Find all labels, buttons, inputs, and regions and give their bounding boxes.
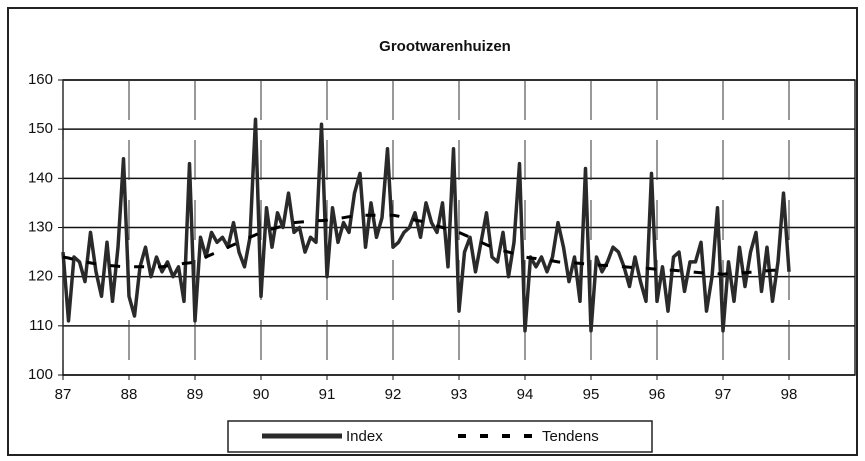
x-tick-label: 95 [583, 386, 600, 403]
y-tick-label: 110 [29, 317, 53, 334]
series-line [61, 117, 791, 333]
x-tick-label: 91 [319, 386, 336, 403]
x-tick-label: 88 [121, 386, 138, 403]
x-tick-label: 89 [187, 386, 204, 403]
x-tick-label: 90 [253, 386, 270, 403]
y-tick-label: 120 [28, 268, 53, 285]
x-tick-label: 92 [385, 386, 402, 403]
x-tick-label: 98 [781, 386, 798, 403]
x-tick-label: 97 [715, 386, 732, 403]
y-tick-label: 130 [28, 218, 53, 235]
x-tick-label: 94 [517, 386, 534, 403]
y-tick-label: 100 [28, 366, 53, 383]
legend-label: Index [346, 428, 383, 445]
x-tick-label: 87 [55, 386, 72, 403]
series-line [62, 213, 790, 276]
x-tick-label: 93 [451, 386, 468, 403]
y-tick-label: 160 [28, 71, 53, 88]
y-tick-label: 140 [28, 169, 53, 186]
x-tick-label: 96 [649, 386, 666, 403]
chart-title: Grootwarenhuizen [379, 38, 511, 55]
legend-label: Tendens [542, 428, 599, 445]
y-tick-label: 150 [28, 120, 53, 137]
chart-frame [7, 7, 858, 456]
